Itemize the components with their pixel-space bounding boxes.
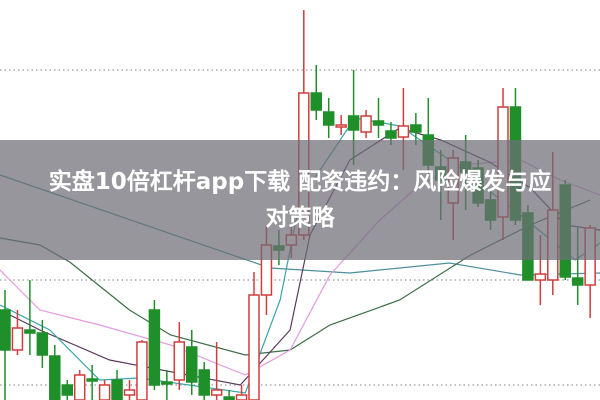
candle-down bbox=[24, 329, 36, 334]
candle-up bbox=[98, 384, 111, 400]
candle-down bbox=[61, 384, 73, 396]
candle-down bbox=[111, 379, 123, 400]
candle-down bbox=[347, 115, 360, 131]
candle-up bbox=[11, 327, 24, 351]
candle-down bbox=[410, 124, 422, 133]
candle-up bbox=[210, 389, 223, 396]
candle-down bbox=[36, 332, 49, 356]
title-line-2: 对策略 bbox=[265, 205, 335, 231]
candle-down bbox=[0, 309, 11, 351]
candle-down bbox=[372, 120, 385, 126]
candle-down bbox=[223, 396, 235, 400]
candle-up bbox=[248, 294, 260, 400]
candle-down bbox=[161, 381, 173, 385]
title-line-1: 实盘10倍杠杆app下载 配资违约：风险爆发与应 bbox=[48, 169, 552, 195]
candle-down bbox=[198, 369, 210, 396]
candle-up bbox=[235, 394, 248, 400]
candle-down bbox=[310, 92, 322, 111]
candle-down bbox=[322, 111, 335, 126]
candle-down bbox=[86, 378, 98, 382]
candle-down bbox=[571, 277, 584, 286]
candle-up bbox=[173, 341, 186, 381]
candle-down bbox=[148, 309, 161, 386]
candle-up bbox=[360, 115, 372, 133]
candle-up bbox=[534, 273, 547, 281]
candle-up bbox=[73, 374, 86, 400]
candle-up bbox=[397, 125, 410, 138]
candle-down bbox=[385, 130, 397, 139]
candle-up bbox=[123, 389, 136, 396]
candle-up bbox=[335, 124, 347, 128]
candle-down bbox=[49, 355, 61, 400]
candle-up bbox=[136, 341, 148, 400]
candle-down bbox=[186, 346, 198, 383]
title-banner: 实盘10倍杠杆app下载 配资违约：风险爆发与应 对策略 bbox=[0, 140, 600, 260]
